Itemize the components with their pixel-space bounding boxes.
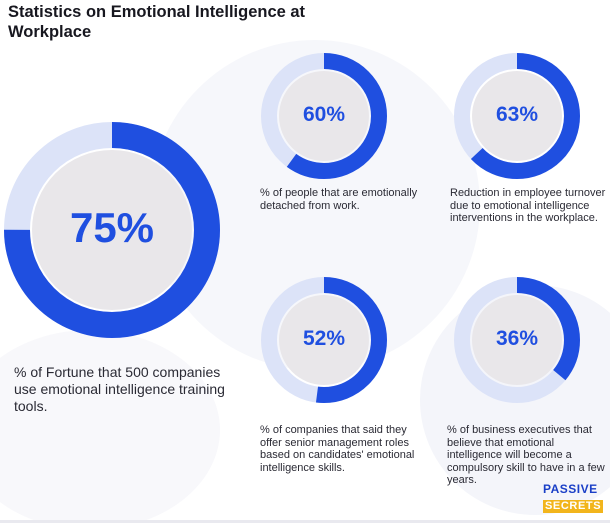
background-blob	[0, 330, 220, 523]
donut-main-chart	[4, 122, 220, 338]
donut-52: 52%	[260, 276, 388, 404]
donut-60-inner	[279, 71, 369, 161]
donut-63-chart	[454, 53, 580, 179]
donut-main-arc	[4, 122, 220, 338]
logo-line-2: SECRETS	[543, 500, 604, 513]
stat-52-value: 52%	[302, 327, 346, 350]
stat-63-value: 63%	[495, 103, 539, 126]
donut-60-arc	[261, 53, 387, 179]
donut-52-inner	[279, 295, 369, 385]
stat-36-value: 36%	[495, 327, 539, 350]
donut-60-chart	[261, 53, 387, 179]
donut-60: 60%	[260, 52, 388, 180]
donut-36-chart	[454, 277, 580, 403]
donut-main: 75%	[4, 112, 220, 348]
donut-36-arc	[454, 277, 580, 403]
stat-36-caption: % of business executives that believe th…	[447, 424, 605, 486]
stat-60-caption: % of people that are emotionally detache…	[260, 187, 418, 212]
donut-52-arc	[261, 277, 387, 403]
stat-63-caption: Reduction in employee turnover due to em…	[450, 187, 606, 224]
donut-63-inner	[472, 71, 562, 161]
donut-main-inner	[32, 150, 192, 310]
stat-52-caption: % of companies that said they offer seni…	[260, 424, 415, 474]
donut-63-arc	[454, 53, 580, 179]
stat-main-caption: % of Fortune that 500 companies use emot…	[14, 364, 225, 414]
logo-line-1: PASSIVE	[543, 482, 598, 496]
page-title: Statistics on Emotional Intelligence at …	[8, 3, 306, 41]
donut-36-inner	[472, 295, 562, 385]
passive-secrets-logo: PASSIVE SECRETS	[543, 483, 606, 514]
stat-60-value: 60%	[302, 103, 346, 126]
bottom-divider	[0, 520, 610, 523]
stat-main-value: 75%	[69, 204, 155, 251]
donut-63: 63%	[453, 52, 581, 180]
donut-36: 36%	[453, 276, 581, 404]
donut-52-chart	[261, 277, 387, 403]
